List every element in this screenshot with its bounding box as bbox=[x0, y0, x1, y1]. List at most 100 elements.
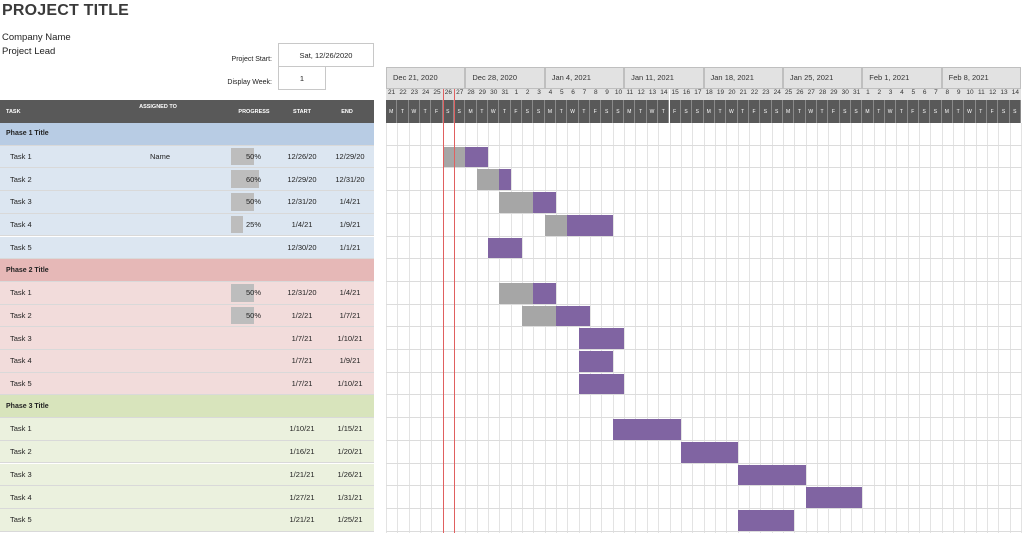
task-row[interactable]: Task 1 Name 50% 12/26/20 12/29/20 bbox=[0, 145, 374, 169]
task-row[interactable]: Task 1 50% 12/31/20 1/4/21 bbox=[0, 281, 374, 305]
day-number: 1 bbox=[862, 89, 874, 100]
day-number: 31 bbox=[499, 89, 511, 100]
gantt-bar-remaining[interactable] bbox=[612, 419, 681, 441]
end-date: 1/10/21 bbox=[337, 333, 363, 343]
day-letter: F bbox=[431, 100, 443, 123]
phase-title[interactable]: Phase 2 Title bbox=[6, 266, 49, 274]
gantt-bar-remaining[interactable] bbox=[737, 464, 806, 486]
grid-line bbox=[998, 123, 1000, 533]
task-row[interactable]: Task 3 1/7/21 1/10/21 bbox=[0, 327, 374, 350]
day-number: 8 bbox=[941, 89, 953, 100]
grid-line bbox=[760, 123, 762, 533]
task-row[interactable]: Task 4 25% 1/4/21 1/9/21 bbox=[0, 213, 374, 237]
project-start-field[interactable]: Sat, 12/26/2020 bbox=[278, 43, 374, 67]
day-number: 9 bbox=[601, 89, 613, 100]
day-number: 4 bbox=[896, 89, 908, 100]
grid-line bbox=[714, 123, 716, 533]
week-header: Jan 4, 2021 bbox=[544, 67, 625, 89]
gantt-bar-complete[interactable] bbox=[442, 146, 466, 168]
task-row[interactable]: Task 2 50% 1/2/21 1/7/21 bbox=[0, 304, 374, 328]
end-date: 1/25/21 bbox=[337, 515, 363, 525]
grid-line bbox=[873, 123, 875, 533]
day-letter: S bbox=[1009, 100, 1022, 123]
grid-row-line bbox=[386, 190, 1022, 192]
gantt-bar-complete[interactable] bbox=[544, 214, 568, 236]
day-letter: F bbox=[907, 100, 919, 123]
day-number: 14 bbox=[1009, 89, 1022, 100]
gantt-bar-remaining[interactable] bbox=[567, 214, 613, 236]
grid-line bbox=[703, 123, 705, 533]
task-row[interactable]: Task 5 12/30/20 1/1/21 bbox=[0, 236, 374, 260]
day-number: 2 bbox=[522, 89, 534, 100]
start-date: 12/30/20 bbox=[287, 242, 317, 252]
gantt-bar-remaining[interactable] bbox=[578, 373, 625, 395]
grid-line bbox=[975, 123, 977, 533]
grid-line bbox=[556, 123, 558, 533]
task-row[interactable]: Task 5 1/7/21 1/10/21 bbox=[0, 372, 374, 396]
grid-row-line bbox=[386, 144, 1022, 146]
task-row[interactable]: Task 2 60% 12/29/20 12/31/20 bbox=[0, 168, 374, 192]
day-number: 12 bbox=[635, 89, 647, 100]
grid-row-line bbox=[386, 349, 1022, 350]
project-lead: Project Lead bbox=[2, 46, 56, 57]
start-date: 1/2/21 bbox=[291, 310, 313, 320]
grid-row-line bbox=[386, 235, 1022, 237]
grid-line bbox=[544, 123, 546, 533]
day-number: 15 bbox=[669, 89, 681, 100]
gantt-bar-complete[interactable] bbox=[499, 282, 534, 304]
task-row[interactable]: Task 5 1/21/21 1/25/21 bbox=[0, 508, 374, 532]
task-row[interactable]: Task 3 1/21/21 1/26/21 bbox=[0, 463, 374, 487]
task-row[interactable]: Task 4 1/27/21 1/31/21 bbox=[0, 486, 374, 509]
phase-title[interactable]: Phase 3 Title bbox=[6, 402, 49, 410]
gantt-bar-remaining[interactable] bbox=[499, 169, 511, 191]
grid-line bbox=[533, 123, 535, 533]
start-date: 1/27/21 bbox=[289, 492, 315, 502]
grid-line bbox=[612, 123, 614, 533]
task-row[interactable]: Task 4 1/7/21 1/9/21 bbox=[0, 350, 374, 373]
day-letter: T bbox=[714, 100, 727, 123]
day-number: 31 bbox=[850, 89, 863, 100]
gantt-bar-complete[interactable] bbox=[476, 169, 500, 191]
task-row[interactable]: Task 3 50% 12/31/20 1/4/21 bbox=[0, 191, 374, 214]
grid-line bbox=[964, 123, 966, 533]
grid-line bbox=[499, 123, 501, 533]
start-date: 1/16/21 bbox=[289, 447, 315, 457]
task-row[interactable]: Task 2 1/16/21 1/20/21 bbox=[0, 440, 374, 464]
gantt-bar-remaining[interactable] bbox=[578, 351, 613, 372]
gantt-bar-complete[interactable] bbox=[522, 305, 557, 327]
gantt-bar-remaining[interactable] bbox=[533, 282, 557, 304]
day-letter: T bbox=[953, 100, 965, 123]
gantt-bar-complete[interactable] bbox=[499, 192, 534, 214]
grid-line bbox=[953, 123, 954, 533]
day-number: 7 bbox=[930, 89, 942, 100]
day-letter: T bbox=[578, 100, 591, 123]
today-marker-line bbox=[442, 89, 444, 533]
display-week-field[interactable]: 1 bbox=[278, 66, 326, 90]
day-number: 22 bbox=[748, 89, 761, 100]
task-row[interactable]: Task 1 1/10/21 1/15/21 bbox=[0, 418, 374, 441]
day-number: 2 bbox=[873, 89, 885, 100]
progress-bar bbox=[231, 215, 243, 234]
phase-title[interactable]: Phase 1 Title bbox=[6, 130, 49, 138]
grid-line bbox=[1009, 123, 1011, 533]
day-number: 12 bbox=[987, 89, 999, 100]
grid-row-line bbox=[386, 507, 1022, 509]
gantt-bar-remaining[interactable] bbox=[578, 328, 625, 350]
day-number: 25 bbox=[431, 89, 443, 100]
grid-line bbox=[578, 123, 580, 533]
gantt-bar-remaining[interactable] bbox=[533, 192, 557, 214]
day-number: 28 bbox=[816, 89, 829, 100]
gantt-bar-remaining[interactable] bbox=[737, 509, 795, 531]
end-date: 1/4/21 bbox=[339, 288, 361, 298]
gantt-bar-remaining[interactable] bbox=[680, 441, 738, 463]
gantt-bar-remaining[interactable] bbox=[805, 487, 863, 509]
table-header: TASK ASSIGNED TO PROGRESS START END bbox=[0, 100, 374, 123]
gantt-bar-remaining[interactable] bbox=[465, 146, 489, 168]
gantt-bar-remaining[interactable] bbox=[488, 237, 523, 259]
day-letter: T bbox=[499, 100, 511, 123]
grid-line bbox=[987, 123, 989, 533]
grid-line bbox=[624, 123, 626, 533]
col-start: START bbox=[293, 109, 311, 115]
gantt-bar-remaining[interactable] bbox=[556, 305, 591, 327]
today-marker-line bbox=[454, 89, 456, 533]
